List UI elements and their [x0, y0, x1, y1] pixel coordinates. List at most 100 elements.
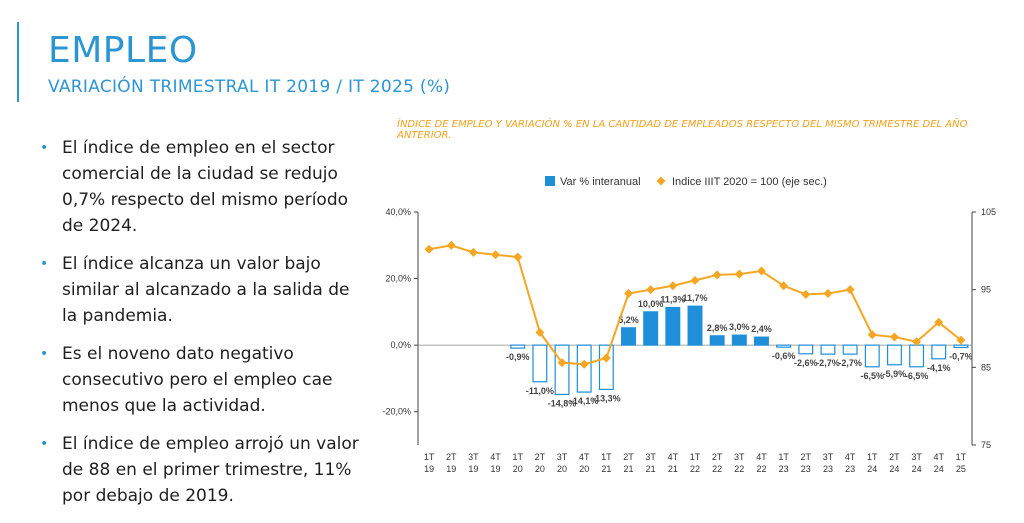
bar-data-label: -14,8% — [548, 398, 577, 408]
x-tick-label-quarter: 1T — [424, 452, 435, 462]
x-tick-label-quarter: 1T — [867, 452, 878, 462]
index-point — [646, 285, 656, 295]
index-point — [601, 353, 611, 363]
x-tick-label-year: 24 — [934, 464, 944, 474]
index-point — [690, 275, 700, 285]
index-point — [823, 289, 833, 299]
bar-data-label: 10,0% — [638, 299, 664, 309]
bar — [798, 344, 814, 355]
bar — [731, 334, 747, 346]
bar-data-label: 5,2% — [618, 315, 639, 325]
legend-line-swatch — [656, 176, 666, 186]
x-tick-label-year: 21 — [646, 464, 656, 474]
y-tick-label: 20,0% — [385, 274, 411, 284]
x-tick-label-quarter: 1T — [778, 452, 789, 462]
x-tick-label-quarter: 4T — [934, 452, 945, 462]
bar — [598, 344, 614, 391]
x-tick-label-quarter: 3T — [734, 452, 745, 462]
x-tick-label-quarter: 1T — [512, 452, 523, 462]
x-tick-label-year: 20 — [513, 464, 523, 474]
x-tick-label-quarter: 4T — [845, 452, 856, 462]
bullet-text: El índice de empleo arrojó un valor de 8… — [62, 434, 359, 506]
index-point — [579, 359, 589, 369]
legend-line-label: Indice IIIT 2020 = 100 (eje sec.) — [672, 176, 827, 188]
index-point — [712, 270, 722, 280]
x-tick-label-year: 24 — [867, 464, 877, 474]
bar-data-label: -14,1% — [570, 396, 599, 406]
bullet-text: El índice alcanza un valor bajo similar … — [62, 254, 350, 326]
x-tick-label-year: 19 — [424, 464, 434, 474]
index-point — [867, 330, 877, 340]
index-point — [801, 289, 811, 299]
x-tick-label-quarter: 2T — [889, 452, 900, 462]
bar — [510, 344, 526, 349]
bullet-icon: • — [40, 346, 49, 362]
bullet-icon: • — [40, 140, 49, 156]
bar-data-label: 11,7% — [682, 293, 707, 303]
bullet-item: • El índice de empleo arrojó un valor de … — [40, 431, 360, 509]
x-tick-label-quarter: 1T — [690, 452, 701, 462]
index-point — [779, 281, 789, 291]
x-tick-label-quarter: 4T — [756, 452, 767, 462]
x-tick-label-year: 19 — [491, 464, 501, 474]
bar-data-label: 11,3% — [660, 295, 685, 305]
x-tick-label-year: 24 — [889, 464, 899, 474]
bullet-icon: • — [40, 256, 49, 272]
bar — [665, 306, 681, 346]
y2-tick-label: 85 — [981, 362, 991, 372]
bar-data-label: -4,1% — [927, 363, 951, 373]
x-tick-label-quarter: 4T — [668, 452, 679, 462]
bar — [953, 344, 969, 349]
bar-data-label: 2,4% — [751, 324, 772, 334]
bar — [931, 344, 947, 360]
bullet-text: El índice de empleo en el sector comerci… — [62, 138, 349, 236]
x-tick-label-year: 22 — [756, 464, 766, 474]
x-tick-label-year: 19 — [468, 464, 478, 474]
page-title: EMPLEO — [48, 30, 198, 71]
x-tick-label-quarter: 2T — [446, 452, 457, 462]
index-point — [513, 252, 523, 262]
index-point — [668, 281, 678, 291]
x-tick-label-year: 21 — [668, 464, 678, 474]
bar — [554, 344, 570, 396]
bar-data-label: -2,7% — [816, 358, 840, 368]
index-point — [491, 250, 501, 260]
x-tick-label-year: 23 — [779, 464, 789, 474]
bar — [776, 344, 792, 348]
x-tick-label-quarter: 4T — [579, 452, 590, 462]
x-tick-label-year: 20 — [557, 464, 567, 474]
bullet-icon: • — [40, 436, 49, 452]
bullet-text: Es el noveno dato negativo consecutivo p… — [62, 344, 333, 416]
x-tick-label-quarter: 3T — [911, 452, 922, 462]
y2-tick-label: 75 — [981, 440, 991, 450]
x-tick-label-quarter: 4T — [490, 452, 501, 462]
bar-data-label: -6,5% — [905, 371, 929, 381]
bar — [820, 344, 836, 355]
bar — [754, 336, 769, 346]
x-tick-label-quarter: 3T — [645, 452, 656, 462]
bar — [909, 344, 925, 368]
bar-data-label: -11,0% — [526, 386, 554, 396]
y-tick-label: 40,0% — [385, 207, 411, 217]
index-point — [535, 327, 545, 337]
y-tick-label: 0,0% — [390, 340, 411, 350]
employment-chart: 40,0% 20,0% 0,0% -20,0% 105 95 85 75 1T 19 2T 19 3T 1… — [382, 176, 996, 474]
x-tick-label-year: 20 — [579, 464, 589, 474]
bar — [621, 327, 636, 346]
bar-data-label: -2,6% — [794, 358, 818, 368]
x-tick-label-year: 22 — [712, 464, 722, 474]
x-tick-label-year: 22 — [690, 464, 700, 474]
x-tick-label-year: 25 — [956, 464, 966, 474]
bar-data-label: -0,9% — [506, 352, 530, 362]
x-tick-label-quarter: 3T — [557, 452, 568, 462]
x-tick-label-year: 24 — [912, 464, 922, 474]
index-point — [956, 335, 966, 345]
index-point — [446, 240, 456, 250]
bar-data-label: -5,9% — [883, 369, 907, 379]
x-tick-label-year: 21 — [624, 464, 634, 474]
bullet-item: • Es el noveno dato negativo consecutivo … — [40, 341, 360, 419]
bar-data-label: -0,6% — [772, 351, 796, 361]
y-tick-label: -20,0% — [382, 407, 411, 417]
bar-data-label: -13,3% — [592, 393, 621, 403]
index-point — [889, 332, 899, 342]
